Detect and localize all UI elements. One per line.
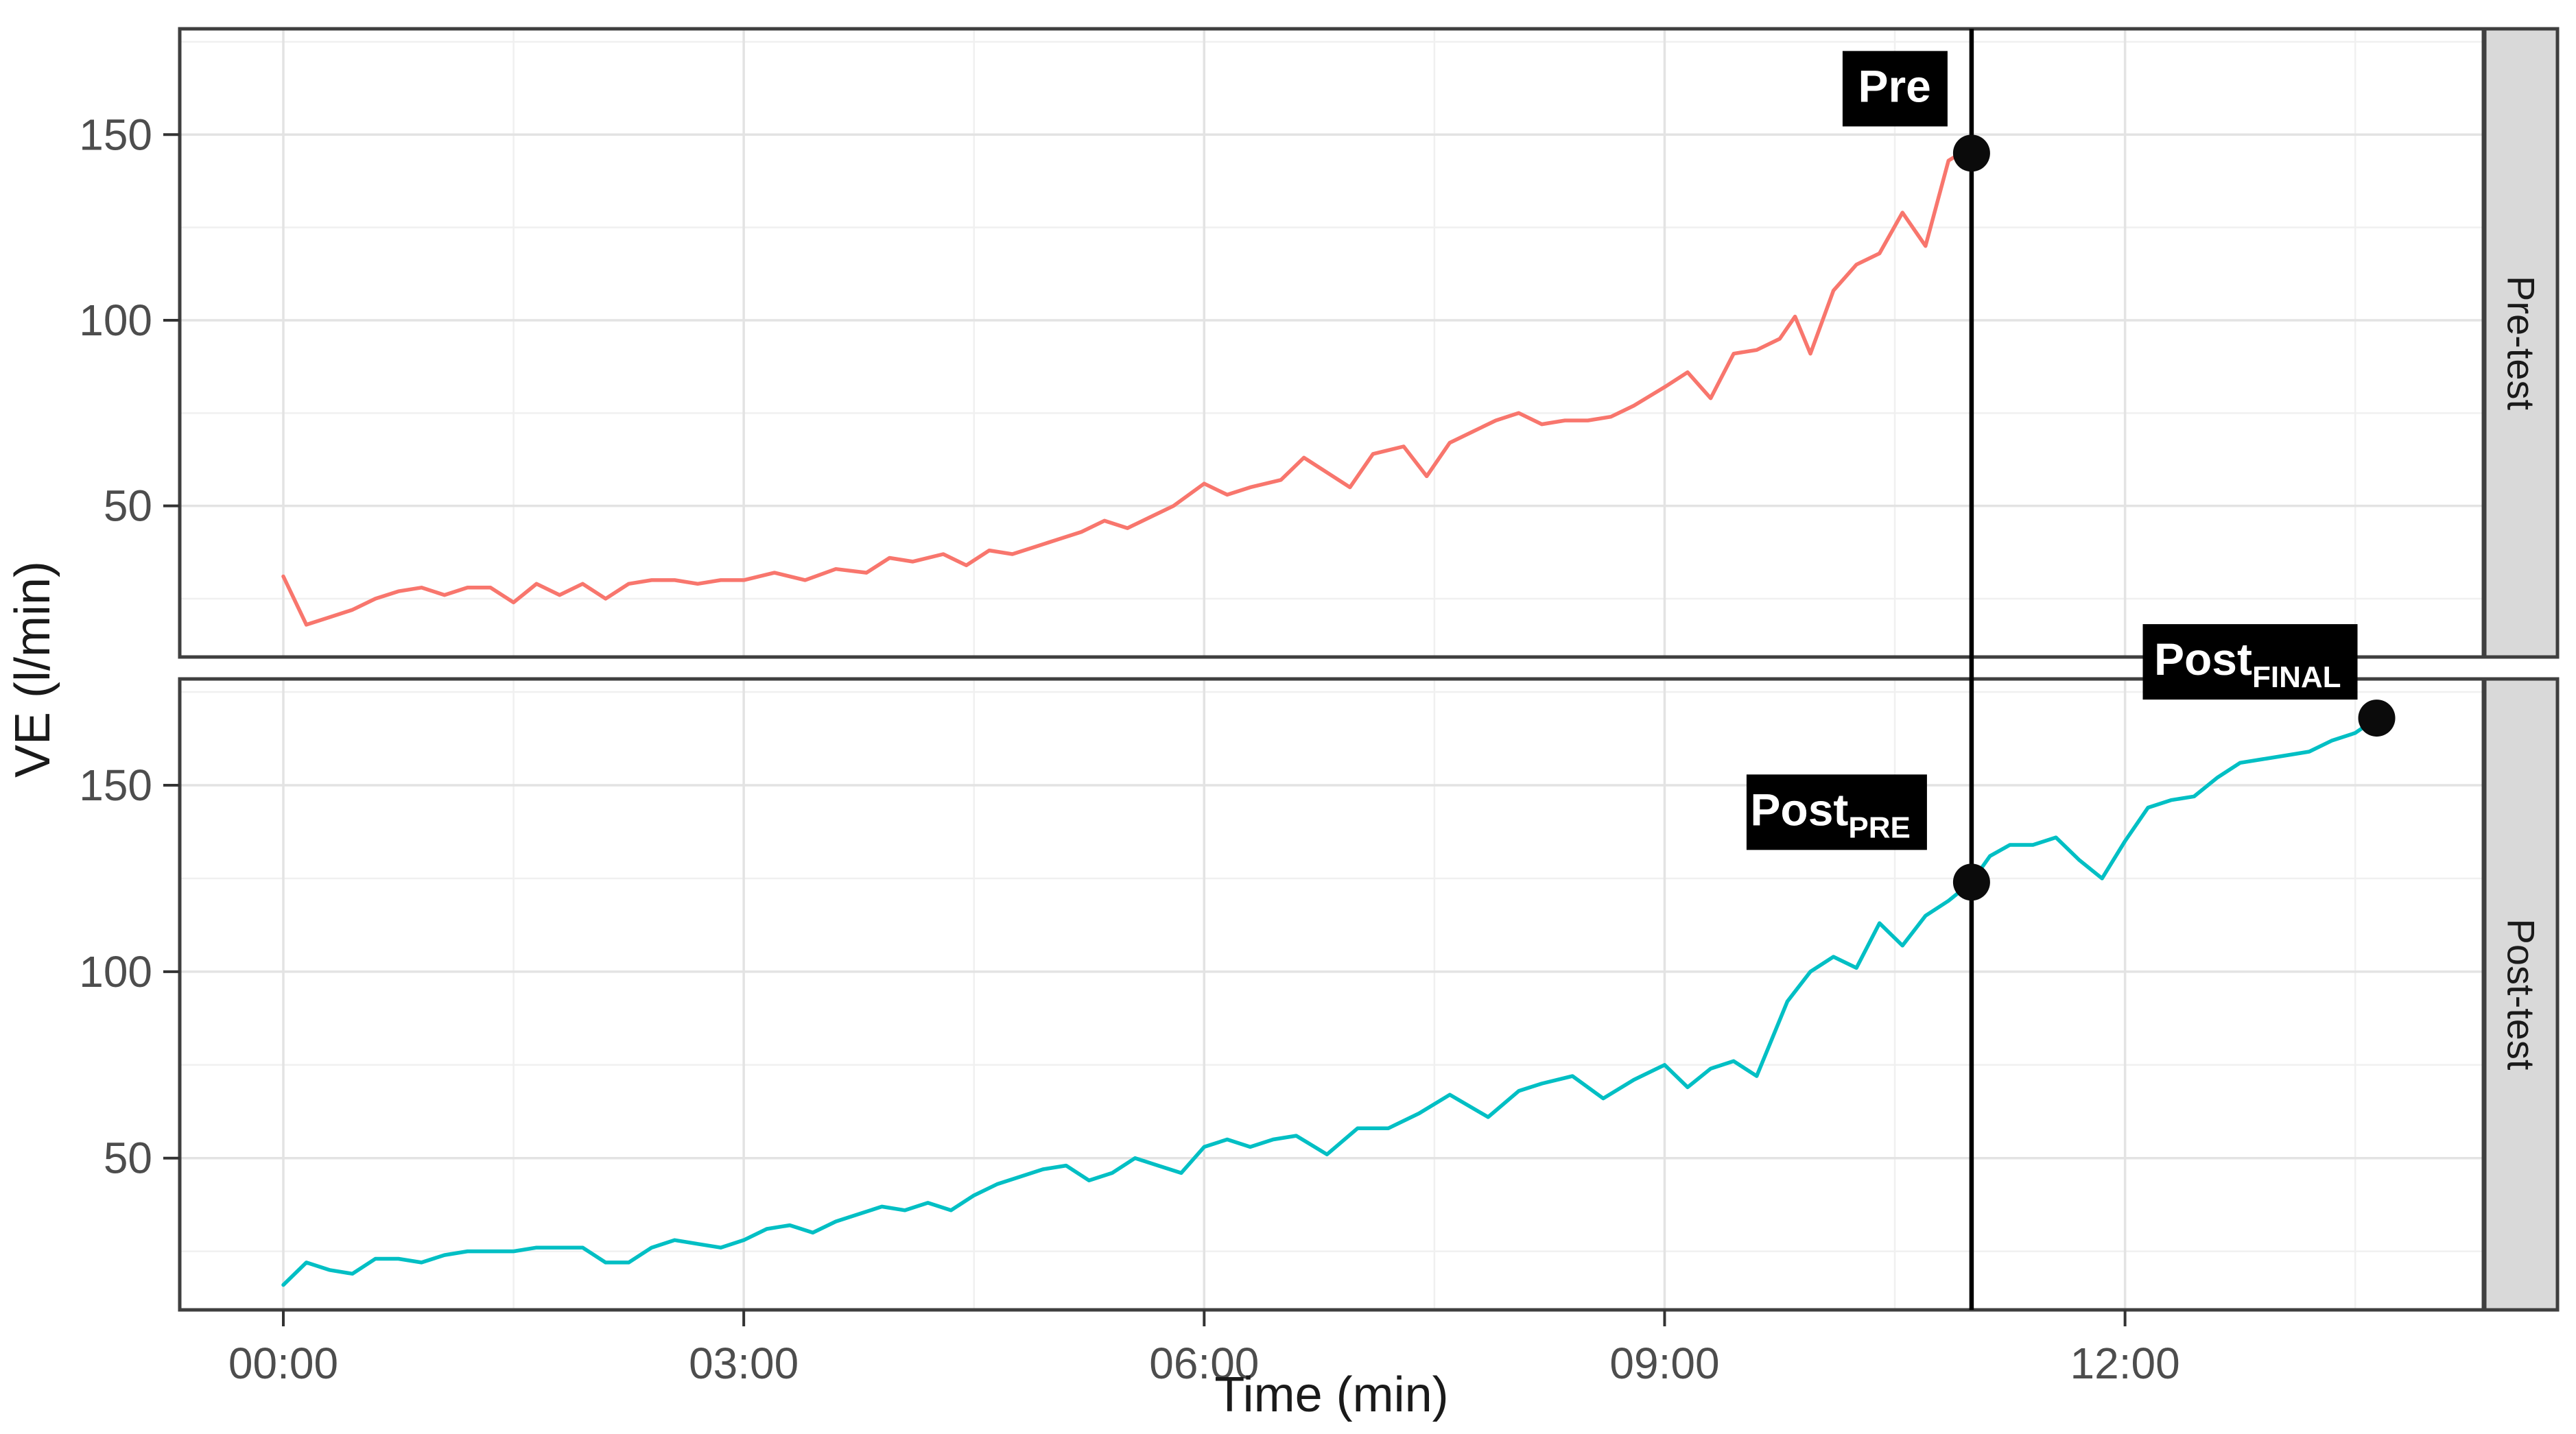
facet-strip-post-test <box>2483 677 2560 1312</box>
annotation-label-text: Pre <box>1858 60 1930 111</box>
series-line-pre-test <box>281 151 1974 627</box>
annotation-label-box <box>1746 774 1927 850</box>
annotation-label-text: PostFINAL <box>2154 634 2341 694</box>
y-tick-label: 150 <box>79 110 152 159</box>
x-axis-title: Time (min) <box>1214 1367 1448 1422</box>
x-tick-label: 09:00 <box>1609 1339 1719 1388</box>
annotation-label-box <box>2142 624 2358 700</box>
y-tick-label: 50 <box>104 1134 152 1183</box>
marker-point-post-pre <box>1952 863 1990 901</box>
x-tick-label: 06:00 <box>1149 1339 1259 1388</box>
chart-generated-content: Pre-test 50 100 150 Post-test 50 100 150 00:00 03… <box>79 27 2560 1388</box>
y-tick-label: 100 <box>79 296 152 345</box>
y-axis-title: VE (l/min) <box>5 561 60 778</box>
strip-label-pre-test: Pre-test <box>2500 276 2543 410</box>
y-tick-label: 150 <box>79 761 152 810</box>
panel-pre-test: Pre-test 50 100 150 <box>79 27 2560 659</box>
y-tick-label: 50 <box>104 481 152 531</box>
marker-point-post-final <box>2358 700 2396 737</box>
panel-background <box>180 29 2483 657</box>
x-tick-label: 12:00 <box>2070 1339 2180 1388</box>
annotation-label-text: PostPRE <box>1750 784 1911 844</box>
series-line-post-test <box>281 716 2379 1287</box>
x-tick-label: 00:00 <box>228 1339 338 1388</box>
panel-background <box>180 679 2483 1310</box>
annotation-label-box <box>1842 51 1948 127</box>
panel-post-test: Post-test 50 100 150 <box>79 677 2560 1312</box>
strip-label-post-test: Post-test <box>2500 919 2543 1071</box>
facet-strip-pre-test <box>2483 27 2560 659</box>
marker-point-pre <box>1952 134 1990 172</box>
x-tick-label: 03:00 <box>689 1339 799 1388</box>
y-tick-label: 100 <box>79 947 152 996</box>
